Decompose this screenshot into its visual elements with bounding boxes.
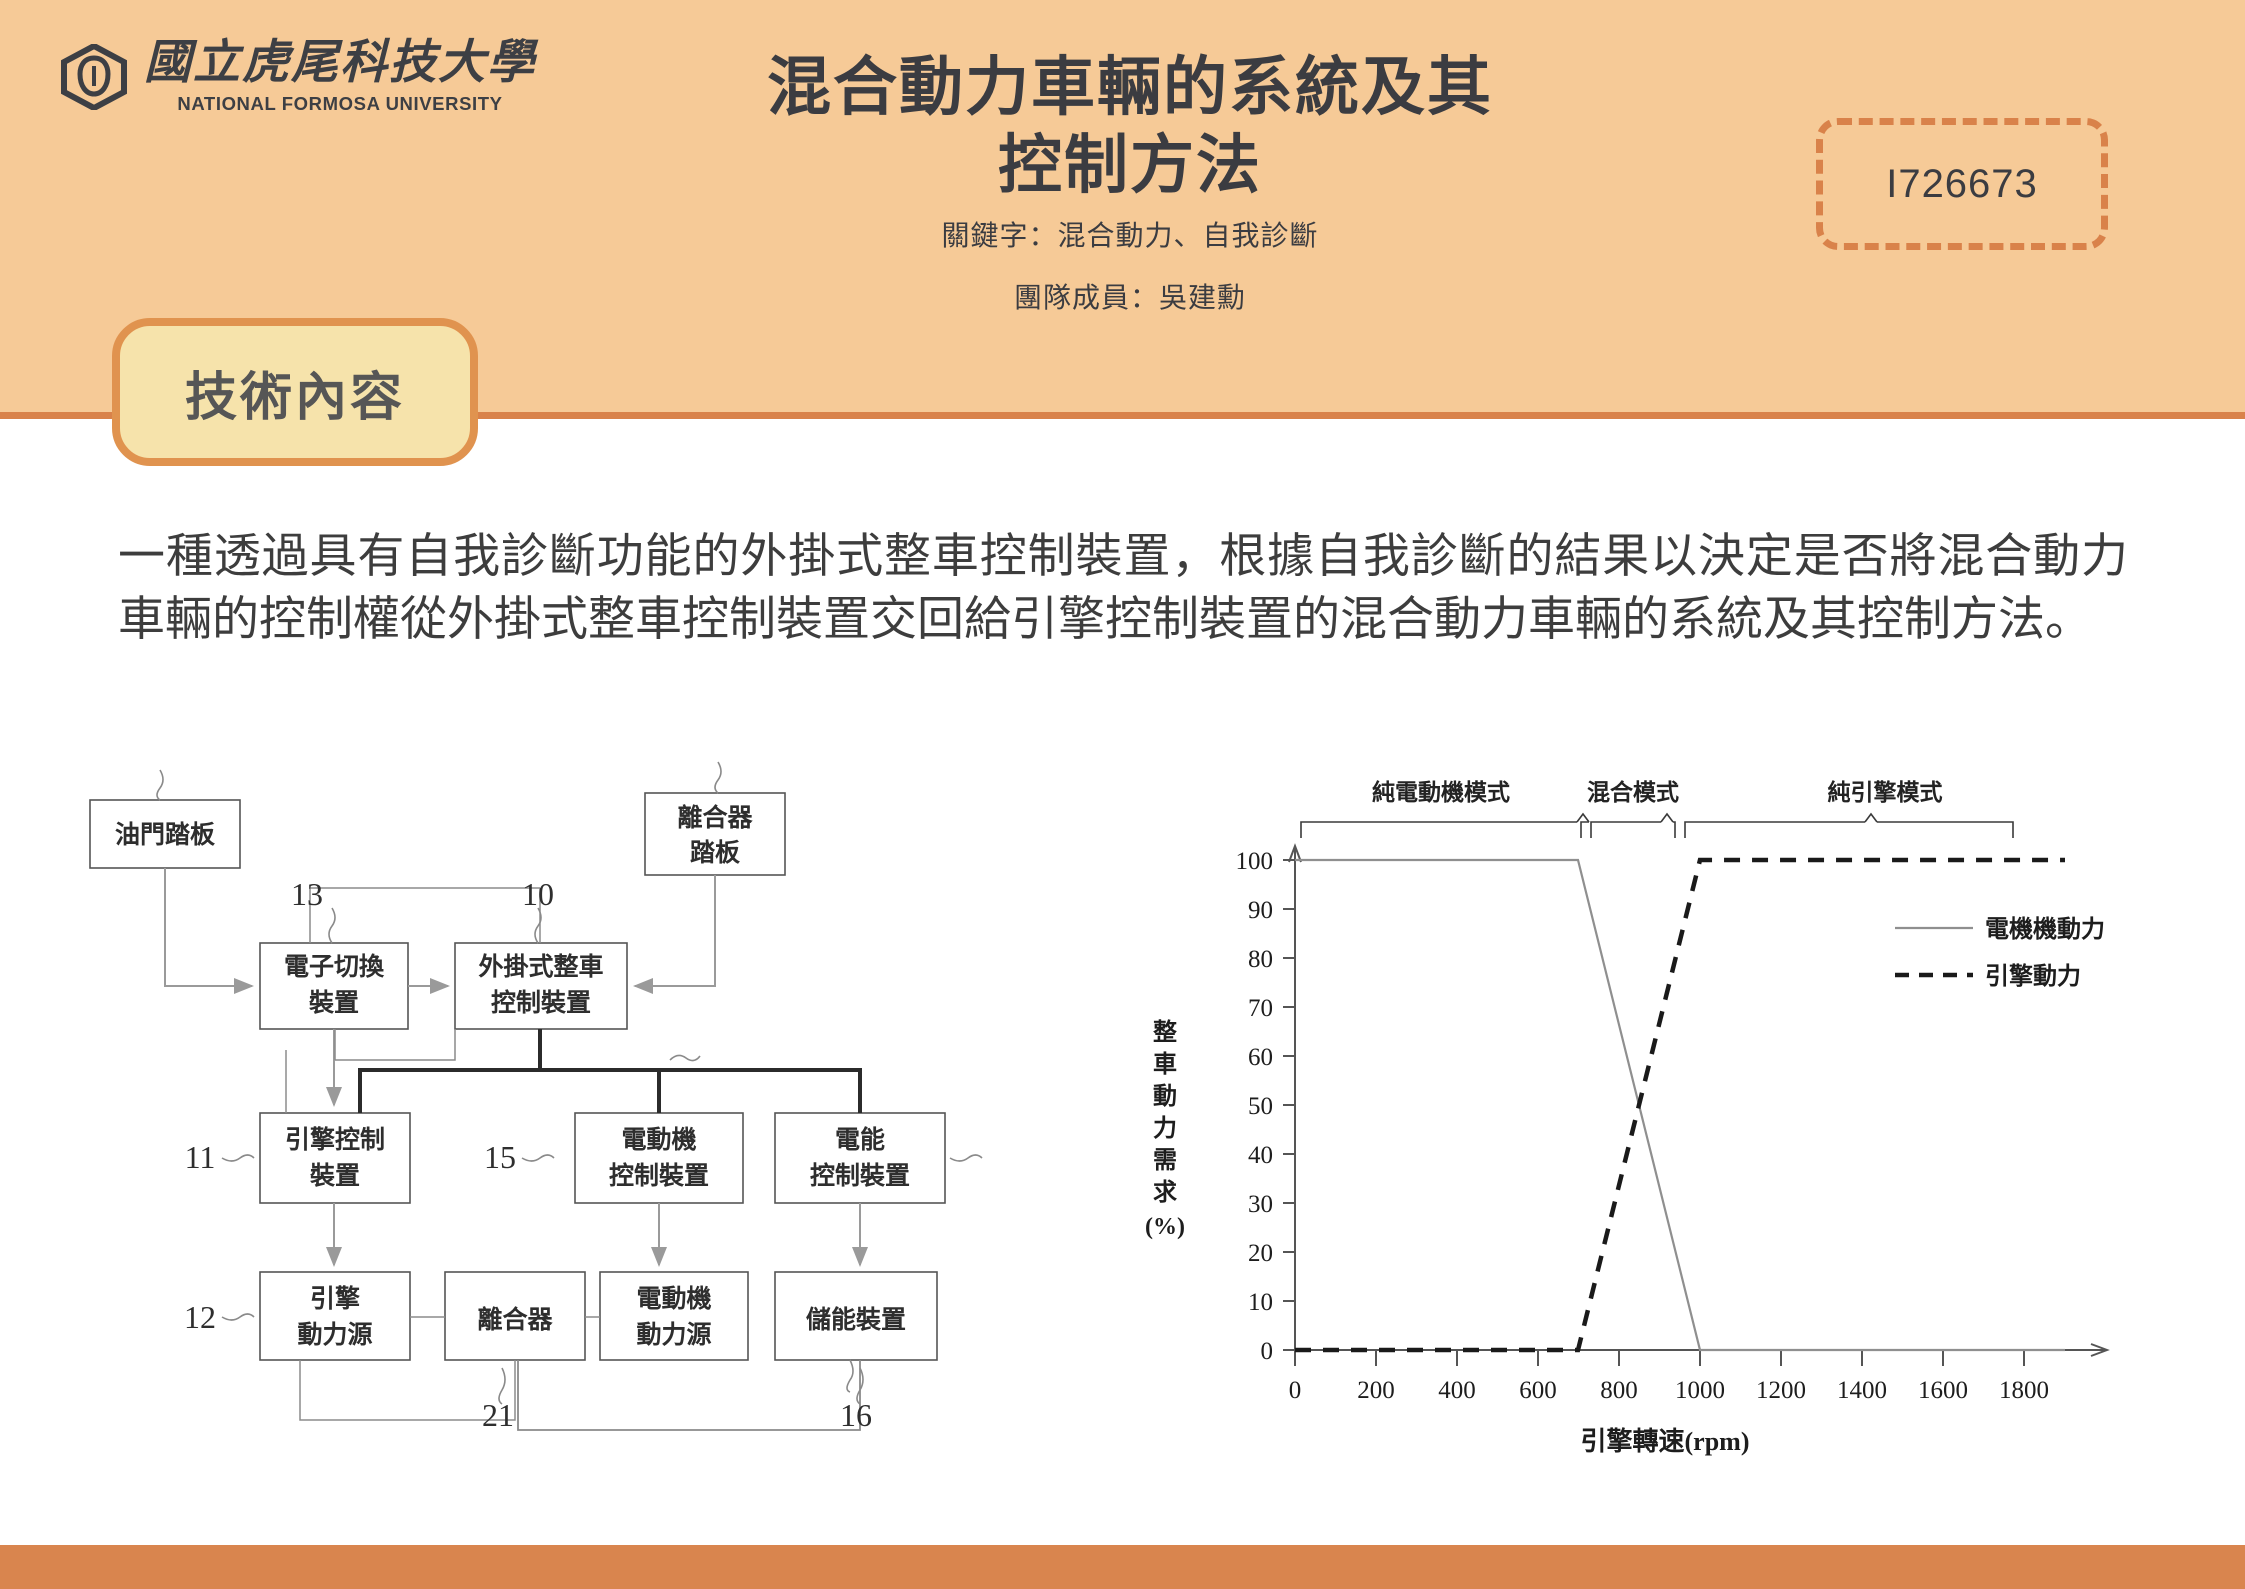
legend-label-motor-power: 電機機動力: [1985, 916, 2105, 943]
x-tick-200: 200: [1357, 1377, 1395, 1404]
footer-band: [0, 1545, 2245, 1589]
page-title-line-2: 控制方法: [998, 129, 1262, 202]
ref-number-13: 13: [291, 876, 323, 912]
block-label-energy-storage: 儲能裝置: [806, 1305, 906, 1334]
y-axis-label-char-2: 動: [1153, 1083, 1177, 1110]
ref-number-11: 11: [185, 1139, 216, 1175]
series-line-engine-power: [1295, 857, 2065, 1353]
y-tick-20: 20: [1248, 1240, 1273, 1267]
section-badge-technical-content: 技術內容: [112, 318, 478, 466]
mode-label-pure-electric: 純電動機模式: [1372, 779, 1510, 805]
keywords-text: 關鍵字：混合動力、自我診斷: [941, 220, 1319, 252]
y-tick-40: 40: [1248, 1142, 1273, 1169]
x-tick-1400: 1400: [1837, 1377, 1887, 1404]
y-tick-70: 70: [1248, 995, 1273, 1022]
x-axis-arrowhead: [2090, 1343, 2110, 1357]
block-label-engine-ecu-2: 裝置: [310, 1162, 360, 1190]
x-axis-label: 引擎轉速(rpm): [1581, 1426, 1750, 1456]
x-tick-1000: 1000: [1675, 1377, 1725, 1404]
block-label-power-controller-1: 電能: [835, 1125, 885, 1154]
team-members-text: 團隊成員：吳建勳: [1013, 282, 1246, 314]
legend-label-engine-power: 引擎動力: [1985, 962, 2081, 990]
block-label-motor-source-2: 動力源: [636, 1321, 711, 1349]
page-title-line-1: 混合動力車輛的系統及其: [767, 51, 1493, 123]
x-tick-800: 800: [1600, 1377, 1638, 1404]
header-divider-rule: [0, 412, 2245, 419]
logo-english-name: NATIONAL FORMOSA UNIVERSITY: [177, 92, 503, 114]
mode-label-pure-engine: 純引擎模式: [1828, 779, 1943, 805]
hybrid-system-block-diagram: 油門踏板 離合器 踏板 電子切換 裝置 外掛式整車 控制裝置 引擎控制 裝置 電…: [89, 761, 983, 1433]
y-axis-label-char-1: 車: [1153, 1051, 1177, 1078]
figures-area: 油門踏板 離合器 踏板 電子切換 裝置 外掛式整車 控制裝置 引擎控制 裝置 電…: [0, 760, 2245, 1500]
technical-content-paragraph: 一種透過具有自我診斷功能的外掛式整車控制裝置，根據自我診斷的結果以決定是否將混合…: [118, 529, 2128, 645]
block-label-clutch-pedal-2: 踏板: [690, 839, 740, 867]
chart-legend: 電機機動力 引擎動力: [1895, 916, 2105, 990]
university-logo: 國立虎尾科技大學 NATIONAL FORMOSA UNIVERSITY: [58, 28, 558, 126]
block-label-electronic-switch-1: 電子切換: [284, 953, 385, 981]
y-axis-label-char-4: 需: [1153, 1148, 1177, 1174]
block-label-motor-controller-1: 電動機: [621, 1126, 696, 1154]
block-label-external-vcu-1: 外掛式整車: [478, 952, 603, 981]
block-label-power-controller-2: 控制裝置: [810, 1162, 910, 1190]
block-label-motor-source-1: 電動機: [636, 1285, 711, 1313]
y-axis-arrowhead: [1288, 843, 1302, 863]
ref-number-21: 21: [482, 1397, 514, 1433]
x-tick-600: 600: [1519, 1377, 1557, 1404]
y-tick-100: 100: [1236, 848, 1274, 875]
ref-number-16: 16: [840, 1397, 872, 1433]
block-label-engine-ecu-1: 引擎控制: [285, 1126, 385, 1154]
block-label-electronic-switch-2: 裝置: [309, 989, 359, 1017]
patent-number: I726673: [1886, 161, 2038, 206]
y-axis-label-char-6: (%): [1145, 1214, 1185, 1240]
y-axis-label-char-3: 力: [1153, 1115, 1177, 1142]
ref-number-15: 15: [484, 1139, 516, 1175]
block-label-engine-source-2: 動力源: [297, 1321, 372, 1349]
ref-number-12: 12: [184, 1299, 216, 1335]
y-tick-50: 50: [1248, 1093, 1273, 1120]
block-label-motor-controller-2: 控制裝置: [609, 1162, 709, 1190]
logo-chinese-name: 國立虎尾科技大學: [144, 37, 536, 90]
block-label-accel-pedal: 油門踏板: [115, 821, 215, 849]
y-tick-30: 30: [1248, 1191, 1273, 1218]
y-tick-60: 60: [1248, 1044, 1273, 1071]
y-tick-0: 0: [1261, 1338, 1274, 1365]
x-tick-1600: 1600: [1918, 1377, 1968, 1404]
title-block: 混合動力車輛的系統及其 控制方法 關鍵字：混合動力、自我診斷 團隊成員：吳建勳: [560, 48, 1700, 316]
x-tick-400: 400: [1438, 1377, 1476, 1404]
ref-number-10: 10: [522, 876, 554, 912]
y-axis-label-char-0: 整: [1153, 1019, 1177, 1046]
y-axis-label-char-5: 求: [1153, 1179, 1177, 1206]
patent-number-box: I726673: [1816, 118, 2108, 250]
nfu-hexagon-logo-icon: [61, 44, 127, 110]
y-tick-80: 80: [1248, 946, 1273, 973]
section-badge-label: 技術內容: [184, 368, 405, 427]
block-label-clutch: 離合器: [477, 1305, 553, 1334]
block-label-external-vcu-2: 控制裝置: [491, 989, 591, 1017]
y-tick-90: 90: [1248, 897, 1273, 924]
x-tick-1800: 1800: [1999, 1377, 2049, 1404]
block-label-engine-source-1: 引擎: [310, 1285, 360, 1313]
mode-label-hybrid: 混合模式: [1587, 779, 1679, 805]
x-tick-0: 0: [1289, 1377, 1302, 1404]
power-demand-vs-engine-speed-chart: 純電動機模式 混合模式 純引擎模式: [1145, 779, 2110, 1456]
block-label-clutch-pedal-1: 離合器: [677, 803, 753, 832]
x-tick-1200: 1200: [1756, 1377, 1806, 1404]
y-tick-10: 10: [1248, 1289, 1273, 1316]
